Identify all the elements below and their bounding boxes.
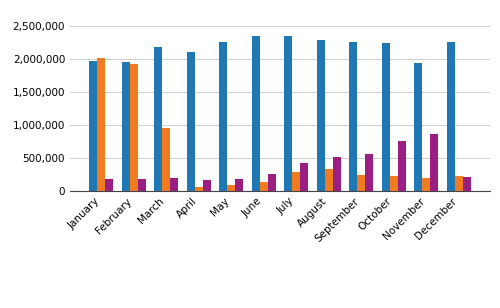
Bar: [366, 154, 374, 191]
Bar: [430, 135, 438, 191]
Bar: [106, 179, 114, 191]
Bar: [446, 42, 454, 191]
Bar: [203, 180, 211, 191]
Bar: [154, 47, 162, 191]
Bar: [260, 182, 268, 191]
Bar: [252, 36, 260, 191]
Bar: [300, 163, 308, 191]
Bar: [236, 179, 244, 191]
Bar: [324, 169, 333, 191]
Bar: [130, 64, 138, 191]
Bar: [382, 43, 390, 191]
Bar: [422, 178, 430, 191]
Bar: [138, 179, 146, 191]
Bar: [162, 128, 170, 191]
Bar: [97, 58, 106, 191]
Bar: [194, 187, 203, 191]
Bar: [463, 177, 471, 191]
Bar: [122, 62, 130, 191]
Bar: [390, 176, 398, 191]
Bar: [186, 51, 194, 191]
Bar: [292, 172, 300, 191]
Bar: [316, 40, 324, 191]
Bar: [170, 178, 178, 191]
Bar: [414, 63, 422, 191]
Bar: [284, 36, 292, 191]
Bar: [357, 176, 366, 191]
Bar: [227, 185, 235, 191]
Bar: [89, 61, 97, 191]
Bar: [219, 42, 227, 191]
Bar: [268, 174, 276, 191]
Bar: [333, 157, 341, 191]
Bar: [349, 42, 357, 191]
Bar: [398, 141, 406, 191]
Bar: [454, 176, 463, 191]
